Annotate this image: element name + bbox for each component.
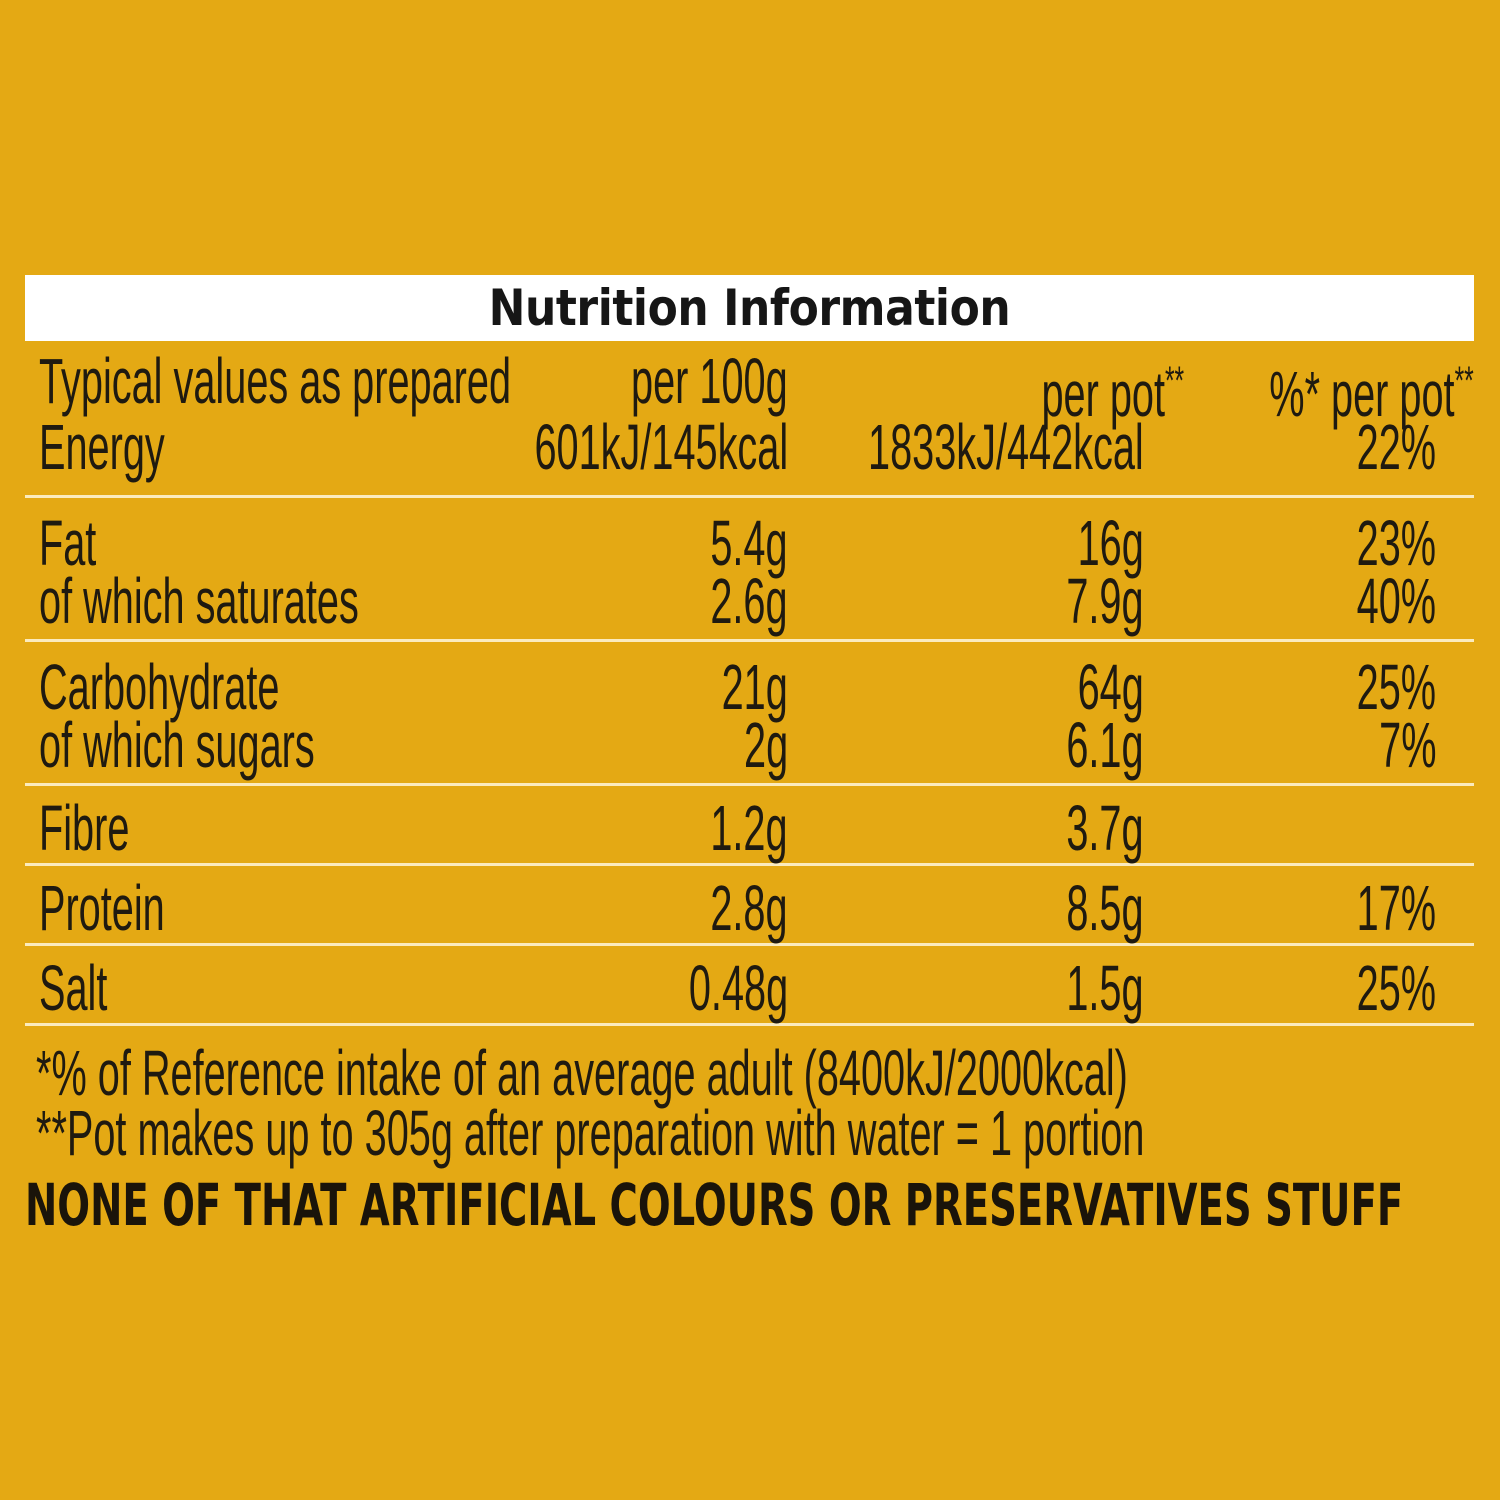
fat-per100: 5.4g	[710, 507, 788, 579]
fat-ri: 23%	[1356, 507, 1436, 579]
protein-per100: 2.8g	[710, 872, 788, 944]
fat-label: Fat	[39, 507, 97, 579]
row-divider	[25, 783, 1474, 786]
salt-per100: 0.48g	[688, 952, 788, 1024]
row-divider	[25, 943, 1474, 946]
row-divider	[25, 495, 1474, 498]
protein-label: Protein	[39, 872, 165, 944]
header-perpot: per pot**	[1041, 357, 1184, 430]
sugars-label: of which sugars	[39, 709, 315, 781]
salt-label: Salt	[39, 952, 108, 1024]
tagline-text: NONE OF THAT ARTIFICIAL COLOURS OR PRESE…	[25, 1171, 1404, 1239]
table-row-fibre: Fibre 1.2g 3.7g	[25, 786, 1474, 864]
table-row-salt: Salt 0.48g 1.5g 25%	[25, 946, 1474, 1024]
footnote-pot-portion: **Pot makes up to 305g after preparation…	[36, 1097, 1145, 1169]
nutrition-panel: Nutrition Information Typical values as …	[25, 275, 1474, 1026]
carbohydrate-ri: 25%	[1356, 651, 1436, 723]
fat-perpot: 16g	[1077, 507, 1144, 579]
fat-group: Fat 5.4g 16g 23% of which saturates 2.6g…	[25, 498, 1474, 639]
energy-label: Energy	[39, 411, 165, 483]
sugars-ri: 7%	[1378, 709, 1436, 781]
fibre-per100: 1.2g	[710, 792, 788, 864]
table-row-energy: Energy 601kJ/145kcal 1833kJ/442kcal 22%	[25, 413, 1474, 495]
row-divider	[25, 863, 1474, 866]
saturates-perpot: 7.9g	[1066, 565, 1144, 637]
table-row-fat: Fat 5.4g 16g 23%	[25, 507, 1474, 579]
row-divider	[25, 639, 1474, 642]
title-bar: Nutrition Information	[25, 275, 1474, 341]
energy-ri: 22%	[1356, 411, 1436, 483]
fibre-label: Fibre	[39, 792, 130, 864]
saturates-per100: 2.6g	[710, 565, 788, 637]
saturates-ri: 40%	[1356, 565, 1436, 637]
protein-perpot: 8.5g	[1066, 872, 1144, 944]
tagline: NONE OF THAT ARTIFICIAL COLOURS OR PRESE…	[25, 1173, 1500, 1237]
sugars-per100: 2g	[743, 709, 788, 781]
protein-ri: 17%	[1356, 872, 1436, 944]
carbohydrate-perpot: 64g	[1077, 651, 1144, 723]
salt-ri: 25%	[1356, 952, 1436, 1024]
header-per100: per 100g	[631, 345, 788, 417]
carbohydrate-label: Carbohydrate	[39, 651, 280, 723]
header-ri: %* per pot**	[1269, 357, 1474, 430]
energy-per100: 601kJ/145kcal	[534, 411, 788, 483]
table-row-saturates: of which saturates 2.6g 7.9g 40%	[25, 565, 1474, 637]
fibre-perpot: 3.7g	[1066, 792, 1144, 864]
energy-perpot: 1833kJ/442kcal	[868, 411, 1144, 483]
panel-title: Nutrition Information	[488, 279, 1011, 337]
carbohydrate-group: Carbohydrate 21g 64g 25% of which sugars…	[25, 642, 1474, 783]
table-row-carbohydrate: Carbohydrate 21g 64g 25%	[25, 651, 1474, 723]
footnotes: *% of Reference intake of an average adu…	[36, 1037, 1496, 1169]
salt-perpot: 1.5g	[1066, 952, 1144, 1024]
table-row-sugars: of which sugars 2g 6.1g 7%	[25, 709, 1474, 781]
carbohydrate-per100: 21g	[721, 651, 788, 723]
table-row-protein: Protein 2.8g 8.5g 17%	[25, 866, 1474, 944]
saturates-label: of which saturates	[39, 565, 359, 637]
row-divider	[25, 1023, 1474, 1026]
header-label: Typical values as prepared	[39, 345, 512, 417]
table-header-row: Typical values as prepared per 100g per …	[25, 341, 1474, 430]
sugars-perpot: 6.1g	[1066, 709, 1144, 781]
footnote-reference-intake: *% of Reference intake of an average adu…	[36, 1037, 1128, 1109]
